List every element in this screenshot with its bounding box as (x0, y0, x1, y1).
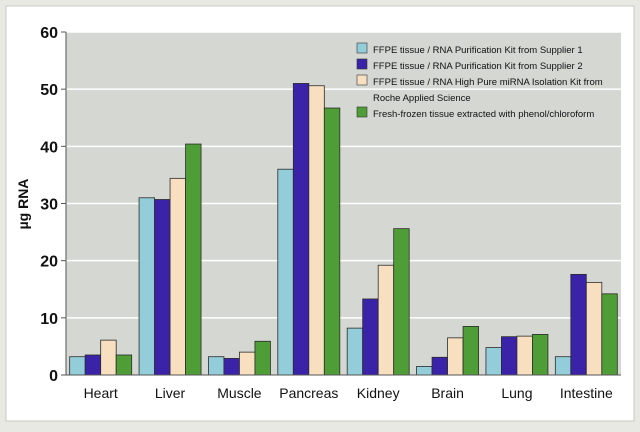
bar-lung-series-3 (516, 335, 533, 376)
x-tick-label: Intestine (560, 385, 613, 401)
legend-entry: Fresh-frozen tissue extracted with pheno… (373, 109, 594, 120)
legend-swatch (356, 58, 368, 70)
bar-heart-series-2 (84, 354, 102, 376)
legend-swatch (356, 42, 368, 54)
bar-intestine-series-4 (601, 293, 618, 376)
legend-swatch (356, 106, 368, 118)
y-axis-label: µg RNA (15, 179, 31, 230)
x-tick-label: Pancreas (279, 385, 338, 401)
y-tick-label: 30 (40, 197, 58, 214)
bar-lung-series-4 (532, 334, 549, 376)
x-tick-label: Lung (501, 385, 532, 401)
bar-heart-series-1 (69, 356, 86, 376)
bar-brain-series-2 (431, 356, 448, 376)
bar-intestine-series-2 (570, 273, 587, 376)
bar-muscle-series-2 (223, 358, 240, 376)
bar-kidney-series-4 (393, 228, 410, 376)
bar-lung-series-1 (485, 347, 502, 376)
bar-kidney-series-3 (377, 264, 395, 376)
bar-brain-series-4 (462, 326, 479, 376)
bar-lung-series-2 (501, 336, 518, 376)
bar-pancreas-series-3 (308, 85, 325, 376)
legend-entry: FFPE tissue / RNA High Pure miRNA Isolat… (373, 77, 603, 88)
bar-muscle-series-3 (239, 351, 256, 376)
bar-liver-series-1 (138, 197, 155, 376)
bar-pancreas-series-4 (323, 107, 341, 376)
bar-pancreas-series-2 (292, 83, 310, 376)
x-tick-label: Brain (431, 385, 464, 401)
y-tick-label: 40 (40, 139, 58, 156)
x-tick-label: Kidney (357, 385, 400, 401)
bar-muscle-series-4 (254, 340, 271, 376)
x-axis: Heart Liver Muscle Pancreas Kidney Brain Lung I… (66, 374, 621, 401)
bar-brain-series-1 (416, 366, 433, 376)
bars (69, 83, 618, 376)
legend: FFPE tissue / RNA Purification Kit from … (356, 42, 603, 120)
x-tick-label: Heart (84, 385, 118, 401)
legend-swatch (356, 74, 368, 86)
bar-intestine-series-3 (585, 281, 603, 376)
bar-kidney-series-2 (362, 298, 379, 376)
x-tick-label: Liver (155, 385, 186, 401)
y-tick-label: 20 (40, 254, 58, 271)
y-axis: 0 10 20 30 40 50 60 (40, 25, 67, 385)
bar-muscle-series-1 (208, 356, 225, 376)
bar-kidney-series-1 (346, 327, 364, 376)
bar-heart-series-3 (100, 339, 117, 376)
y-tick-label: 50 (40, 82, 58, 99)
legend-entry: FFPE tissue / RNA Purification Kit from … (373, 45, 583, 56)
y-tick-label: 10 (40, 311, 58, 328)
bar-intestine-series-1 (554, 356, 572, 376)
bar-liver-series-4 (185, 143, 202, 376)
y-tick-label: 60 (40, 25, 58, 42)
x-tick-label: Muscle (217, 385, 262, 401)
bar-pancreas-series-1 (277, 168, 294, 376)
bar-liver-series-3 (169, 177, 186, 376)
legend-entry: FFPE tissue / RNA Purification Kit from … (373, 61, 583, 72)
legend-entry: Roche Applied Science (373, 93, 471, 104)
bar-brain-series-3 (447, 337, 464, 376)
bar-heart-series-4 (115, 354, 133, 376)
bar-liver-series-2 (154, 199, 171, 376)
y-tick-label: 0 (49, 368, 58, 385)
